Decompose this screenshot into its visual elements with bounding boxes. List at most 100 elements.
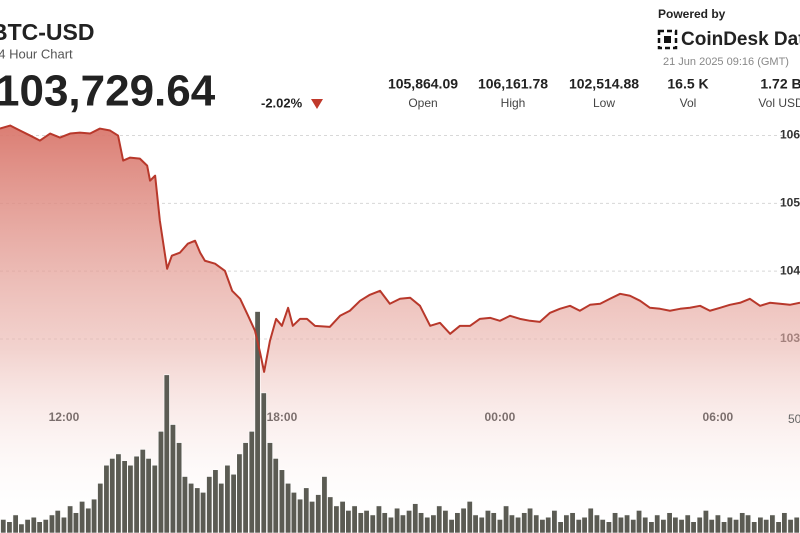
volume-bar	[484, 510, 491, 533]
volume-bar	[169, 424, 176, 533]
volume-bar	[599, 519, 606, 533]
volume-bar	[769, 514, 776, 533]
volume-bar	[6, 521, 13, 533]
volume-bar	[236, 453, 243, 533]
volume-tick-label: 50	[788, 412, 800, 426]
area-fill	[0, 125, 800, 533]
volume-bar	[624, 514, 631, 533]
volume-bar	[42, 519, 49, 533]
plot: 106K105K104K103K12:0018:0000:0006:0050	[0, 124, 800, 533]
volume-bar	[12, 514, 19, 533]
volume-bar	[321, 476, 328, 533]
volume-bar	[139, 449, 146, 533]
brand-logo	[657, 29, 678, 50]
volume-bar	[508, 514, 515, 533]
volume-bar	[745, 514, 752, 533]
volume-bar	[67, 505, 74, 533]
volume-bar	[18, 523, 25, 533]
volume-bar	[151, 464, 158, 533]
volume-bar	[333, 505, 340, 533]
volume-bar	[448, 519, 455, 533]
volume-bar	[793, 516, 800, 533]
volume-bar	[315, 494, 322, 533]
volume-bar	[357, 512, 364, 533]
volume-bar	[539, 519, 546, 533]
volume-bar	[272, 458, 279, 533]
volume-bar	[127, 464, 134, 533]
volume-bar	[163, 374, 170, 533]
volume-bar	[327, 496, 334, 533]
volume-bar	[369, 514, 376, 533]
volume-bar	[309, 501, 316, 533]
volume-bar	[381, 512, 388, 533]
volume-bar	[666, 512, 673, 533]
volume-bar	[224, 464, 231, 533]
volume-bar	[399, 514, 406, 533]
volume-bar	[266, 442, 273, 533]
y-tick-label: 106K	[780, 128, 800, 142]
volume-bar	[290, 492, 297, 533]
volume-bar	[593, 514, 600, 533]
volume-bar	[248, 430, 255, 533]
volume-bar	[466, 501, 473, 533]
volume-bar	[194, 487, 201, 533]
volume-bar	[545, 516, 552, 533]
volume-bar	[708, 519, 715, 533]
volume-bar	[351, 505, 358, 533]
volume-bar	[751, 521, 758, 533]
down-arrow	[311, 99, 323, 109]
volume-bar	[587, 507, 594, 533]
volume-bar	[157, 430, 164, 533]
volume-bar	[636, 510, 643, 533]
volume-bar	[702, 510, 709, 533]
volume-bar	[557, 521, 564, 533]
volume-bar	[91, 498, 98, 533]
volume-bar	[527, 507, 534, 533]
volume-bar	[630, 519, 637, 533]
volume-bar	[79, 501, 86, 533]
volume-bar	[430, 514, 437, 533]
price-line	[0, 124, 800, 373]
volume-bar	[345, 510, 352, 533]
volume-bar	[460, 507, 467, 533]
stat-label: Open	[408, 96, 437, 110]
volume-bar	[442, 510, 449, 533]
volume-bar	[181, 476, 188, 533]
volume-bar	[260, 392, 267, 533]
volume-bar	[726, 516, 733, 533]
stat-label: Low	[593, 96, 615, 110]
volume-bar	[375, 505, 382, 533]
volume-bar	[206, 476, 213, 533]
volume-bar	[714, 514, 721, 533]
volume-bar	[775, 521, 782, 533]
stats: 105,864.09 Open 106,161.78 High 102,514.88 Lo…	[388, 76, 800, 110]
volume-bar	[48, 514, 55, 533]
volume-bar	[551, 510, 558, 533]
volume-bar	[581, 516, 588, 533]
volume-bar	[678, 519, 685, 533]
volume-bar	[424, 516, 431, 533]
volume-bar	[36, 521, 43, 533]
volume-bar	[648, 521, 655, 533]
stat-value: 16.5 K	[667, 76, 708, 92]
volume-bar	[533, 514, 540, 533]
volume-bar	[103, 464, 110, 533]
volume-bar	[496, 519, 503, 533]
volume-bar	[363, 510, 370, 533]
timestamp: 21 Jun 2025 09:16 (GMT)	[663, 56, 789, 68]
volume-bar	[230, 473, 237, 533]
volume-bar	[575, 519, 582, 533]
volume-bar	[297, 498, 304, 533]
price: 103,729.64	[0, 67, 216, 116]
volume-bar	[30, 516, 37, 533]
volume-bar	[133, 455, 140, 533]
volume-bar	[0, 519, 7, 533]
volume-bar	[521, 512, 528, 533]
chart-title: BTC-USD	[0, 19, 95, 45]
volume-bar	[478, 516, 485, 533]
stat-value: 106,161.78	[478, 76, 548, 92]
volume-bar	[569, 512, 576, 533]
volume-bar	[672, 516, 679, 533]
